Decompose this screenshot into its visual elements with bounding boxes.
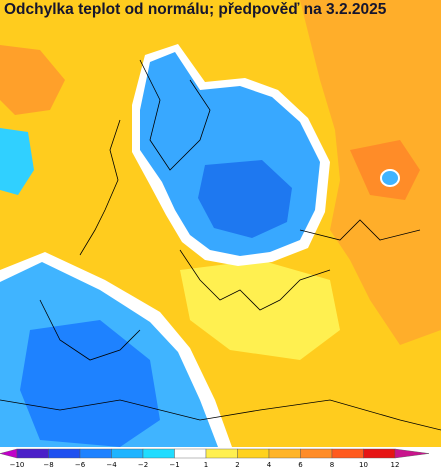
legend-swatch bbox=[331, 448, 364, 459]
legend-label: 12 bbox=[391, 461, 400, 469]
cold-region bbox=[380, 169, 400, 187]
legend-label: 8 bbox=[330, 461, 334, 469]
legend-arrow bbox=[0, 448, 18, 459]
legend-label: −8 bbox=[43, 461, 53, 469]
legend-swatch bbox=[363, 448, 396, 459]
coastlines bbox=[0, 59, 441, 431]
legend-swatch bbox=[48, 448, 81, 459]
legend-label: −4 bbox=[106, 461, 117, 469]
legend-swatch bbox=[205, 448, 238, 459]
cold-core bbox=[198, 160, 292, 238]
legend-label: −1 bbox=[169, 461, 179, 469]
map-title: Odchylka teplot od normálu; předpověď na… bbox=[4, 1, 387, 18]
legend-label: 1 bbox=[204, 461, 208, 469]
legend-label: −10 bbox=[10, 461, 25, 469]
legend-arrow bbox=[394, 448, 430, 459]
cold-core bbox=[20, 320, 160, 447]
map: Odchylka teplot od normálu; předpověď na… bbox=[0, 0, 441, 447]
legend-label: 10 bbox=[359, 461, 368, 469]
legend-swatch bbox=[142, 448, 175, 459]
legend-swatch bbox=[79, 448, 112, 459]
legend-swatch bbox=[16, 448, 49, 459]
legend-label: 2 bbox=[235, 461, 239, 469]
warm-region bbox=[350, 140, 420, 200]
legend-label: −6 bbox=[75, 461, 86, 469]
legend-label: −2 bbox=[138, 461, 148, 469]
legend-swatch bbox=[237, 448, 270, 459]
legend-swatch bbox=[174, 448, 207, 459]
legend-label: 4 bbox=[267, 461, 272, 469]
legend-label: 6 bbox=[298, 461, 303, 469]
warm-region bbox=[0, 45, 65, 115]
legend-swatch bbox=[111, 448, 144, 459]
legend-swatch bbox=[300, 448, 333, 459]
cold-region bbox=[0, 128, 34, 195]
color-legend: −10 −8 −6 −4 −2 −1 1 2 4 6 8 10 12 bbox=[0, 448, 430, 469]
legend-swatch bbox=[268, 448, 301, 459]
